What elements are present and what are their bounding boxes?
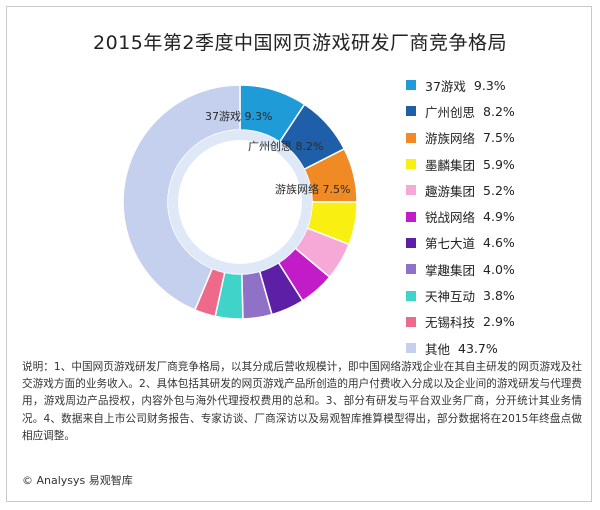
legend-value: 8.2% xyxy=(483,103,515,119)
legend-item: 趣游集团 5.2% xyxy=(406,177,596,203)
legend-label: 第七大道 xyxy=(425,236,476,252)
legend-item: 墨麟集团 5.9% xyxy=(406,151,596,177)
legend-swatch xyxy=(406,211,416,222)
legend-value: 4.9% xyxy=(483,209,515,225)
legend-value: 9.3% xyxy=(473,77,506,93)
legend-label: 无锡科技 xyxy=(425,315,476,331)
slice-label-1: 37游戏 9.3% xyxy=(205,110,272,123)
legend-value: 43.7% xyxy=(458,340,498,356)
legend-item: 其他 43.7% xyxy=(406,335,596,361)
legend-label: 37游戏 xyxy=(425,78,466,94)
slice-label-3: 游族网络 7.5% xyxy=(275,182,350,196)
center-hole xyxy=(178,140,302,264)
legend: 37游戏 9.3% 广州创思 8.2% 游族网络 7.5% 墨麟集团 5.9% 趣游集团 5.2%… xyxy=(406,72,596,361)
legend-value: 4.0% xyxy=(483,261,515,277)
source-credit: © Analysys 易观智库 xyxy=(22,474,133,487)
legend-value: 4.6% xyxy=(483,235,515,251)
legend-value: 2.9% xyxy=(483,314,515,330)
legend-item: 锐战网络 4.9% xyxy=(406,203,596,229)
legend-item: 无锡科技 2.9% xyxy=(406,309,596,335)
legend-swatch xyxy=(406,132,416,143)
legend-swatch xyxy=(406,316,416,327)
legend-label: 游族网络 xyxy=(425,131,476,147)
legend-label: 锐战网络 xyxy=(425,210,476,226)
legend-label: 天神互动 xyxy=(425,289,476,305)
legend-value: 5.9% xyxy=(483,156,515,172)
legend-item: 天神互动 3.8% xyxy=(406,282,596,308)
slice-label-2: 广州创思 8.2% xyxy=(248,140,323,153)
legend-swatch xyxy=(406,159,416,170)
legend-swatch xyxy=(406,80,416,91)
legend-item: 掌趣集团 4.0% xyxy=(406,256,596,282)
legend-item: 游族网络 7.5% xyxy=(406,125,596,151)
legend-swatch xyxy=(406,237,416,248)
legend-label: 掌趣集团 xyxy=(425,262,476,278)
legend-swatch xyxy=(406,343,416,354)
legend-value: 5.2% xyxy=(483,182,515,198)
legend-swatch xyxy=(406,106,416,117)
legend-value: 3.8% xyxy=(483,288,515,304)
legend-label: 墨麟集团 xyxy=(425,157,476,173)
legend-value: 7.5% xyxy=(483,130,515,146)
legend-label: 其他 xyxy=(425,341,451,357)
legend-label: 广州创思 xyxy=(425,104,476,120)
legend-label: 趣游集团 xyxy=(425,183,476,199)
legend-swatch xyxy=(406,290,416,301)
legend-item: 广州创思 8.2% xyxy=(406,98,596,124)
legend-item: 37游戏 9.3% xyxy=(406,72,596,98)
footnote: 说明：1、中国网页游戏研发厂商竞争格局，以其分成后营收规模计，即中国网络游戏企业… xyxy=(22,361,582,442)
chart-title: 2015年第2季度中国网页游戏研发厂商竞争格局 xyxy=(93,32,507,54)
legend-swatch xyxy=(406,264,416,275)
legend-swatch xyxy=(406,185,416,196)
legend-item: 第七大道 4.6% xyxy=(406,230,596,256)
